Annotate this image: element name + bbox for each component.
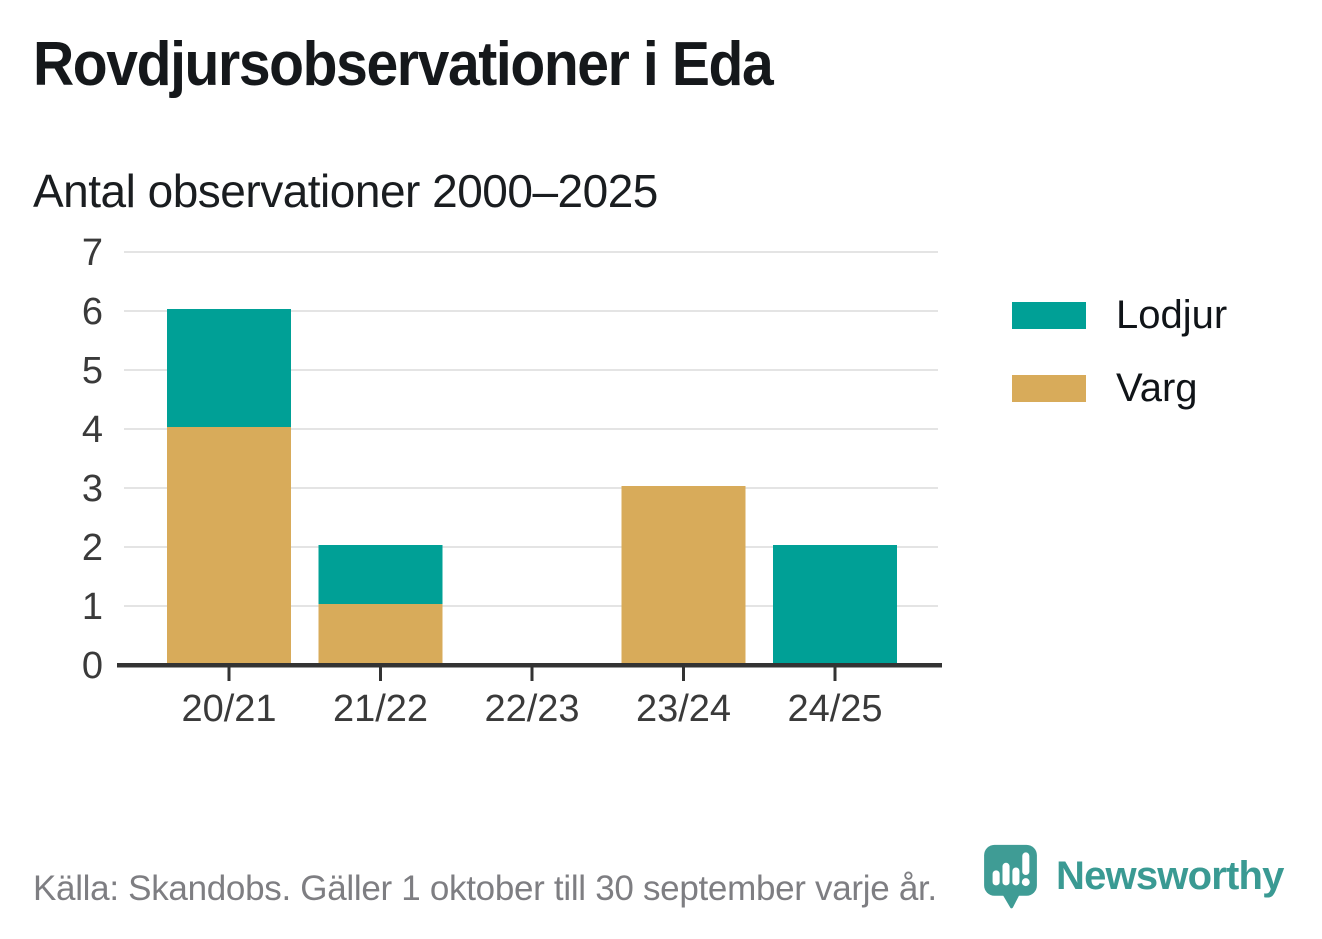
y-tick-label: 1	[82, 586, 103, 628]
x-tick-label: 23/24	[636, 688, 731, 730]
y-tick-label: 2	[82, 527, 103, 569]
bar-segment-varg-21/22[interactable]	[318, 604, 443, 663]
chart-title: Rovdjursobservationer i Eda	[33, 30, 774, 99]
x-tick-label: 21/22	[333, 688, 428, 730]
y-tick-label: 7	[82, 232, 103, 274]
x-axis-line	[117, 663, 942, 668]
bar-segment-varg-23/24[interactable]	[621, 486, 746, 663]
source-note: Källa: Skandobs. Gäller 1 oktober till 3…	[33, 869, 937, 908]
legend-swatch-lodjur	[1012, 302, 1086, 329]
stacked-bar-chart: 0 1 2 3 4 5 6 7 20/21 21/22 22/23 23/24 24/25	[82, 232, 942, 730]
legend: Lodjur Varg	[1012, 293, 1227, 439]
legend-label-varg: Varg	[1116, 366, 1198, 410]
chart-subtitle: Antal observationer 2000–2025	[33, 165, 658, 217]
y-tick-label: 6	[82, 291, 103, 333]
y-tick-label: 0	[82, 645, 103, 687]
newsworthy-logo[interactable]: Newsworthy	[982, 843, 1284, 909]
legend-label-lodjur: Lodjur	[1116, 293, 1228, 337]
x-tick-label: 24/25	[787, 688, 882, 730]
bar-segment-lodjur-24/25[interactable]	[773, 545, 897, 663]
brand-name: Newsworthy	[1056, 853, 1284, 898]
y-tick-label: 5	[82, 350, 103, 392]
bar-segment-lodjur-21/22[interactable]	[318, 545, 443, 604]
y-tick-label: 3	[82, 468, 103, 510]
legend-item-lodjur[interactable]: Lodjur	[1012, 293, 1227, 338]
bar-segment-varg-20/21[interactable]	[167, 427, 291, 663]
bar-segment-lodjur-20/21[interactable]	[167, 309, 291, 427]
y-tick-label: 4	[82, 409, 103, 451]
legend-swatch-varg	[1012, 375, 1086, 402]
newsworthy-bubble-icon	[984, 844, 1037, 909]
legend-item-varg[interactable]: Varg	[1012, 366, 1227, 411]
x-tick-label: 20/21	[181, 688, 276, 730]
x-tick-label: 22/23	[484, 688, 579, 730]
